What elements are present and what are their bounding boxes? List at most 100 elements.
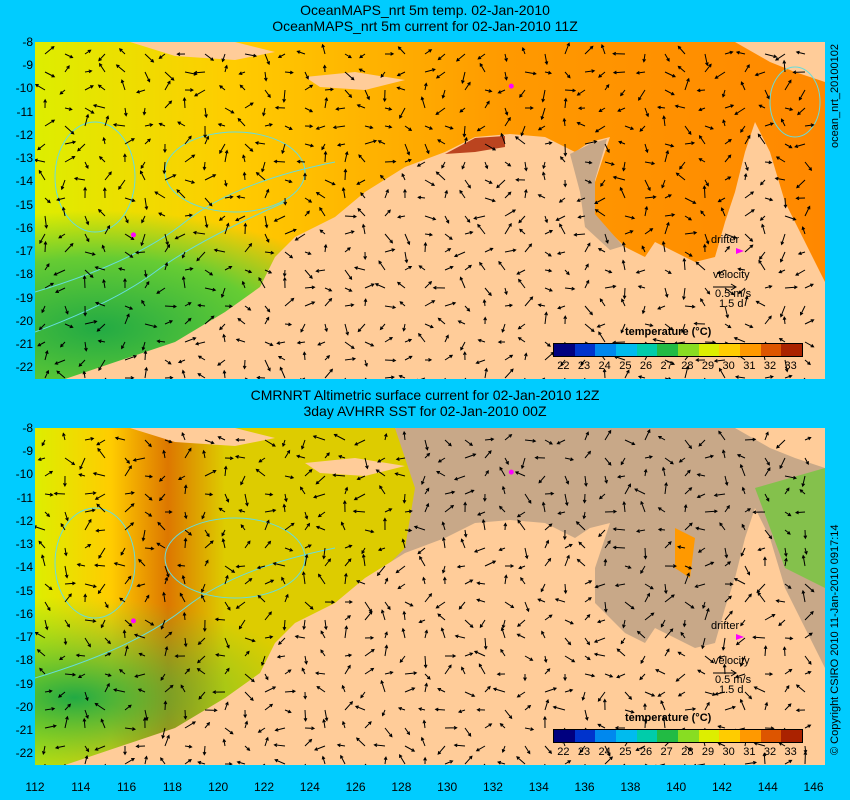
current-arrow bbox=[519, 89, 526, 98]
current-arrow bbox=[744, 161, 749, 172]
current-arrow bbox=[678, 457, 686, 463]
current-arrow bbox=[479, 261, 486, 271]
current-arrow bbox=[164, 71, 175, 81]
current-arrow bbox=[604, 475, 608, 484]
current-arrow bbox=[94, 702, 106, 711]
current-arrow bbox=[355, 737, 366, 747]
current-arrow bbox=[94, 493, 106, 500]
current-arrow bbox=[464, 215, 471, 223]
current-arrow bbox=[524, 493, 532, 504]
current-arrow bbox=[41, 439, 46, 447]
current-arrow bbox=[264, 233, 270, 243]
lat-tick-label: -9 bbox=[22, 58, 33, 73]
current-arrow bbox=[784, 475, 797, 480]
current-arrow bbox=[355, 580, 366, 585]
colorbar-tick-label: 25 bbox=[619, 360, 632, 372]
current-arrow bbox=[704, 454, 715, 459]
current-arrow bbox=[399, 107, 406, 119]
current-arrow bbox=[242, 154, 246, 163]
current-arrow bbox=[803, 529, 808, 540]
current-arrow bbox=[181, 251, 186, 259]
current-arrow bbox=[238, 619, 246, 630]
current-arrow bbox=[481, 518, 486, 531]
current-arrow bbox=[304, 544, 312, 549]
current-arrow bbox=[501, 619, 506, 629]
current-arrow bbox=[704, 561, 715, 567]
current-arrow bbox=[304, 143, 315, 148]
current-arrow bbox=[301, 571, 306, 585]
current-arrow bbox=[458, 601, 466, 610]
current-arrow bbox=[235, 215, 246, 222]
current-arrow bbox=[256, 375, 266, 379]
current-arrow bbox=[258, 457, 266, 463]
current-arrow bbox=[123, 745, 127, 756]
lon-tick-label: 128 bbox=[391, 780, 412, 794]
current-arrow bbox=[344, 615, 351, 621]
current-arrow bbox=[164, 510, 173, 514]
current-arrow bbox=[540, 583, 546, 593]
colorbar-tick-label: 28 bbox=[681, 360, 694, 372]
current-arrow bbox=[84, 85, 94, 91]
current-arrow bbox=[236, 195, 246, 199]
current-arrow bbox=[437, 687, 446, 693]
current-arrow bbox=[441, 565, 446, 574]
warm-coastal-water bbox=[445, 136, 505, 154]
current-arrow bbox=[344, 664, 351, 675]
current-arrow bbox=[404, 158, 412, 163]
current-arrow bbox=[204, 197, 213, 207]
current-arrow bbox=[184, 317, 192, 325]
current-arrow bbox=[577, 215, 586, 219]
current-arrow bbox=[544, 341, 551, 347]
current-arrow bbox=[684, 231, 698, 235]
current-arrow bbox=[795, 269, 806, 276]
current-arrow bbox=[124, 503, 135, 513]
current-arrow bbox=[541, 630, 546, 639]
current-arrow bbox=[714, 71, 726, 79]
current-arrow bbox=[235, 564, 246, 569]
current-arrow bbox=[504, 564, 515, 568]
current-arrow bbox=[664, 221, 670, 235]
lon-tick-label: 138 bbox=[620, 780, 641, 794]
current-arrow bbox=[144, 323, 158, 329]
current-arrow bbox=[664, 541, 672, 549]
current-arrow bbox=[193, 70, 206, 75]
current-arrow bbox=[84, 619, 97, 623]
current-arrow bbox=[264, 519, 270, 531]
current-arrow bbox=[395, 565, 406, 574]
colorbar-segment bbox=[636, 344, 658, 356]
current-arrow bbox=[83, 305, 88, 317]
current-arrow bbox=[461, 71, 466, 84]
current-arrow bbox=[96, 439, 106, 446]
current-arrow bbox=[784, 143, 793, 149]
current-arrow bbox=[697, 669, 706, 675]
current-arrow bbox=[779, 457, 786, 470]
current-arrow bbox=[424, 673, 431, 680]
current-arrow bbox=[537, 194, 546, 199]
current-arrow bbox=[596, 323, 606, 328]
current-arrow bbox=[563, 583, 568, 595]
colorbar-segment bbox=[595, 344, 617, 356]
current-arrow bbox=[156, 339, 166, 344]
current-arrow bbox=[483, 637, 488, 650]
current-arrow bbox=[64, 593, 72, 603]
current-arrow bbox=[94, 301, 106, 307]
current-arrow bbox=[43, 98, 47, 109]
current-arrow bbox=[544, 287, 553, 292]
current-arrow bbox=[635, 529, 646, 533]
current-arrow bbox=[144, 755, 148, 765]
current-arrow bbox=[399, 301, 406, 307]
current-arrow bbox=[420, 96, 426, 109]
current-arrow bbox=[642, 53, 647, 63]
current-arrow bbox=[84, 233, 90, 243]
current-arrow bbox=[358, 154, 366, 163]
current-arrow bbox=[277, 53, 286, 58]
current-arrow bbox=[84, 215, 90, 226]
current-arrow bbox=[684, 197, 697, 204]
current-arrow bbox=[464, 264, 473, 271]
colorbar-segment bbox=[760, 730, 782, 742]
current-arrow bbox=[183, 484, 188, 495]
current-arrow bbox=[284, 228, 297, 235]
current-arrow bbox=[504, 709, 513, 720]
current-arrow bbox=[264, 579, 275, 585]
current-arrow bbox=[704, 125, 714, 130]
